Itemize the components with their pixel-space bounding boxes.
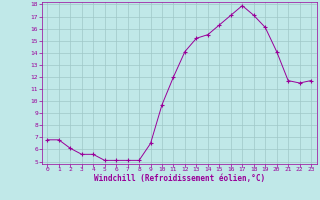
X-axis label: Windchill (Refroidissement éolien,°C): Windchill (Refroidissement éolien,°C) [94, 174, 265, 183]
